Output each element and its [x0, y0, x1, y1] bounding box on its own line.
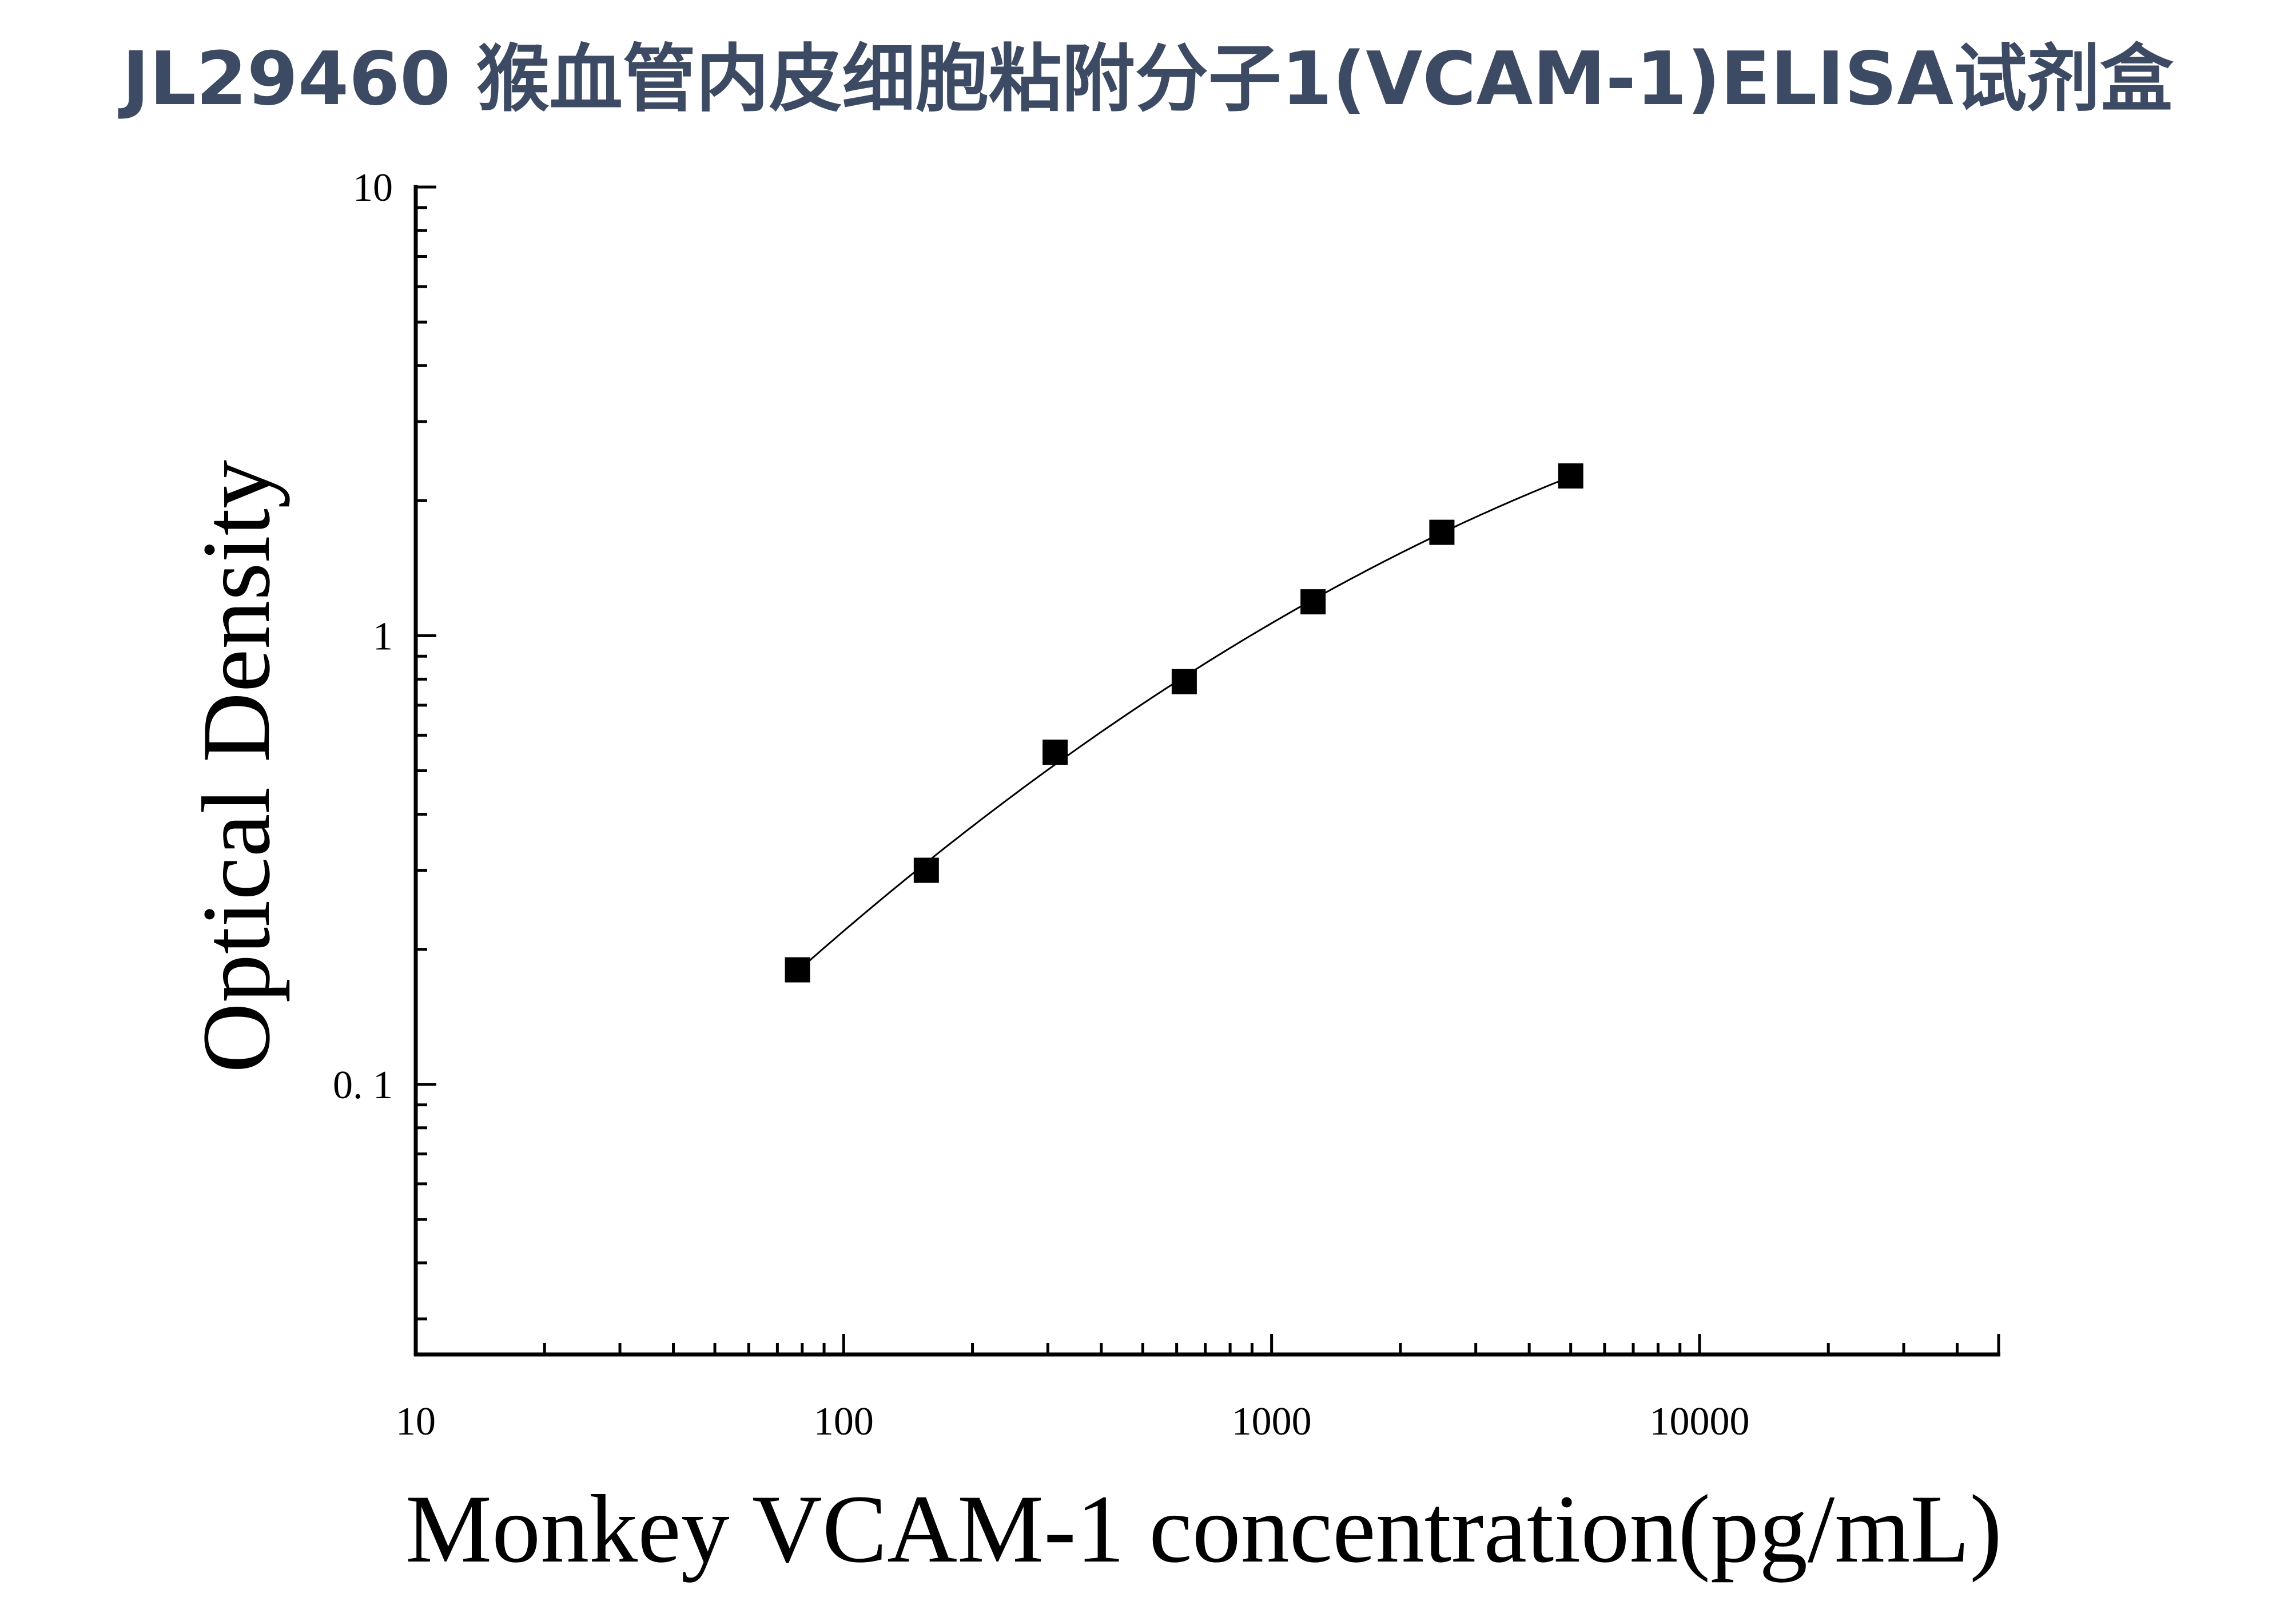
data-point — [913, 857, 939, 883]
data-point — [1429, 519, 1455, 545]
y-tick-label: 1 — [373, 614, 393, 658]
x-tick-label: 10 — [396, 1400, 436, 1444]
x-tick-label: 100 — [814, 1400, 874, 1444]
data-point — [1300, 589, 1326, 615]
data-point — [1042, 740, 1068, 765]
y-tick-label: 10 — [353, 166, 393, 210]
y-axis-title: Optical Density — [182, 460, 290, 1073]
data-point — [1558, 463, 1583, 489]
tick-labels: 10 100 1000 10000 0. 1 1 10 — [333, 166, 1749, 1444]
x-axis-title: Monkey VCAM-1 concentration(pg/mL) — [405, 1475, 2002, 1583]
x-tick-label: 10000 — [1649, 1400, 1749, 1444]
fit-curve — [797, 476, 1571, 972]
chart-title: JL29460 猴血管内皮细胞粘附分子1(VCAM-1)ELISA试剂盒 — [118, 37, 2174, 122]
data-point — [1171, 669, 1197, 694]
y-tick-label: 0. 1 — [333, 1063, 393, 1107]
data-point — [785, 957, 810, 983]
x-tick-label: 1000 — [1232, 1400, 1312, 1444]
tick-marks — [414, 185, 2000, 1354]
data-points — [785, 463, 1583, 983]
